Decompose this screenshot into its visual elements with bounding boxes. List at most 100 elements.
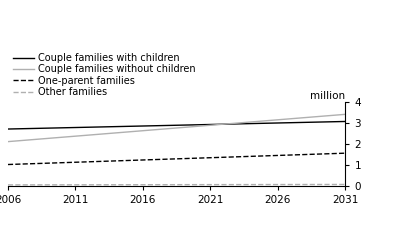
Legend: Couple families with children, Couple families without children, One-parent fami: Couple families with children, Couple fa… (13, 53, 196, 97)
Couple families with children (262, 122, 267, 125)
One-parent families (276, 154, 280, 157)
Other families (100, 183, 105, 186)
One-parent families (141, 159, 145, 161)
Couple families without children (60, 136, 64, 139)
Other families (303, 183, 307, 186)
Line: One-parent families: One-parent families (8, 153, 345, 165)
Couple families with children (289, 121, 294, 124)
Other families (181, 183, 186, 186)
One-parent families (181, 157, 186, 160)
Couple families with children (222, 123, 226, 126)
Other families (73, 183, 78, 186)
Couple families without children (73, 135, 78, 138)
Other families (127, 183, 132, 186)
Couple families without children (235, 122, 240, 124)
One-parent families (303, 153, 307, 156)
Other families (330, 183, 334, 186)
Other families (168, 183, 172, 186)
One-parent families (60, 161, 64, 164)
Couple families with children (114, 125, 118, 128)
Other families (114, 183, 118, 186)
Couple families with children (127, 125, 132, 128)
Couple families with children (154, 124, 159, 127)
Couple families without children (181, 126, 186, 129)
Couple families with children (19, 127, 24, 130)
Other families (235, 183, 240, 186)
Couple families with children (141, 125, 145, 127)
Other families (208, 183, 213, 186)
Couple families without children (208, 124, 213, 127)
Couple families with children (181, 124, 186, 126)
One-parent families (235, 155, 240, 158)
Other families (60, 183, 64, 186)
Couple families with children (46, 127, 51, 129)
One-parent families (343, 152, 348, 155)
Other families (87, 183, 91, 186)
One-parent families (6, 163, 10, 166)
Couple families with children (303, 121, 307, 124)
One-parent families (222, 156, 226, 159)
Couple families with children (87, 126, 91, 128)
Couple families with children (168, 124, 172, 127)
Other families (343, 183, 348, 186)
One-parent families (33, 162, 37, 165)
Couple families without children (6, 140, 10, 143)
Couple families with children (6, 128, 10, 130)
Couple families with children (235, 123, 240, 125)
Other families (222, 183, 226, 186)
One-parent families (330, 152, 334, 155)
Couple families without children (19, 139, 24, 142)
One-parent families (100, 160, 105, 163)
Couple families with children (195, 123, 199, 126)
Couple families without children (114, 131, 118, 134)
Couple families without children (141, 129, 145, 132)
Couple families without children (303, 116, 307, 119)
Other families (276, 183, 280, 186)
Couple families without children (316, 115, 321, 118)
Couple families with children (60, 126, 64, 129)
Couple families with children (100, 126, 105, 128)
One-parent families (249, 155, 253, 158)
Couple families with children (343, 120, 348, 123)
Couple families without children (330, 114, 334, 117)
Line: Couple families with children: Couple families with children (8, 121, 345, 129)
One-parent families (114, 160, 118, 162)
One-parent families (289, 154, 294, 156)
Couple families without children (276, 118, 280, 121)
Text: million: million (310, 91, 345, 101)
Other families (316, 183, 321, 186)
Other families (46, 183, 51, 186)
Couple families without children (46, 137, 51, 140)
Couple families with children (249, 122, 253, 125)
Couple families without children (33, 138, 37, 141)
Other families (33, 183, 37, 186)
One-parent families (46, 162, 51, 165)
Couple families without children (262, 120, 267, 122)
Other families (141, 183, 145, 186)
One-parent families (73, 161, 78, 164)
Couple families without children (168, 127, 172, 130)
Couple families without children (154, 128, 159, 131)
One-parent families (87, 160, 91, 163)
One-parent families (262, 155, 267, 157)
Couple families with children (276, 122, 280, 124)
Couple families without children (249, 121, 253, 123)
Couple families with children (73, 126, 78, 129)
One-parent families (168, 158, 172, 160)
Couple families with children (330, 120, 334, 123)
Other families (195, 183, 199, 186)
Other families (19, 183, 24, 186)
Couple families without children (87, 134, 91, 136)
One-parent families (316, 153, 321, 155)
Other families (289, 183, 294, 186)
Line: Couple families without children: Couple families without children (8, 114, 345, 142)
One-parent families (127, 159, 132, 162)
Couple families without children (195, 125, 199, 128)
One-parent families (154, 158, 159, 161)
Couple families without children (127, 131, 132, 133)
Couple families with children (316, 121, 321, 123)
Couple families without children (222, 123, 226, 126)
Couple families with children (33, 127, 37, 130)
Other families (262, 183, 267, 186)
Couple families without children (343, 113, 348, 116)
